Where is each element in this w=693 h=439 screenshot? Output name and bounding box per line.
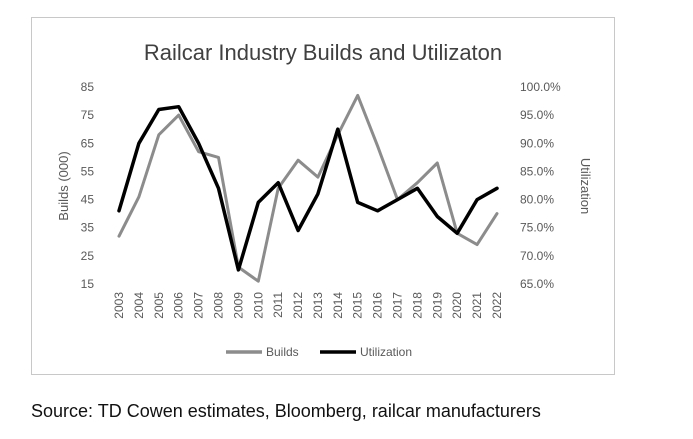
x-tick-label: 2011 — [271, 292, 285, 318]
left-tick-label: 35 — [81, 221, 95, 235]
x-tick-label: 2016 — [371, 292, 385, 319]
right-tick-label: 70.0% — [520, 249, 554, 263]
right-tick-label: 65.0% — [520, 277, 554, 291]
x-tick-label: 2008 — [211, 292, 225, 319]
chart-title: Railcar Industry Builds and Utilizaton — [144, 40, 502, 65]
x-tick-label: 2013 — [311, 292, 325, 319]
series-layer — [117, 93, 499, 283]
x-tick-label: 2006 — [172, 292, 186, 319]
source-caption: Source: TD Cowen estimates, Bloomberg, r… — [31, 401, 541, 421]
x-tick-label: 2009 — [231, 292, 245, 319]
series-line-builds — [117, 93, 499, 283]
legend-label-utilization: Utilization — [360, 345, 412, 359]
x-tick-label: 2012 — [291, 292, 305, 319]
x-tick-labels: 2003 2004 2005 2006 2007 2008 2009 2010 2011 2012… — [112, 292, 504, 319]
left-tick-label: 15 — [81, 277, 95, 291]
x-tick-label: 2004 — [132, 292, 146, 319]
left-tick-label: 65 — [81, 136, 95, 150]
right-tick-label: 100.0% — [520, 80, 561, 94]
x-tick-label: 2014 — [331, 292, 345, 319]
left-tick-label: 75 — [81, 108, 95, 122]
y-axis-label: Builds (000) — [56, 151, 71, 220]
legend-label-builds: Builds — [266, 345, 299, 359]
x-tick-label: 2017 — [391, 292, 405, 319]
x-tick-label: 2018 — [410, 292, 424, 319]
x-tick-label: 2021 — [470, 292, 484, 319]
left-tick-label: 85 — [81, 80, 95, 94]
right-tick-label: 75.0% — [520, 221, 554, 235]
right-tick-label: 80.0% — [520, 193, 554, 207]
right-tick-labels: 100.0% 95.0% 90.0% 85.0% 80.0% 75.0% 70.0% 65.0… — [520, 80, 561, 291]
x-tick-label: 2010 — [251, 292, 265, 319]
right-tick-label: 95.0% — [520, 108, 554, 122]
x-tick-label: 2020 — [450, 292, 464, 319]
left-tick-label: 45 — [81, 193, 95, 207]
x-tick-label: 2015 — [351, 292, 365, 319]
series-line-utilization — [117, 104, 499, 272]
x-tick-label: 2022 — [490, 292, 504, 319]
x-tick-label: 2007 — [192, 292, 206, 319]
x-tick-label: 2019 — [430, 292, 444, 319]
right-tick-label: 85.0% — [520, 164, 554, 178]
right-tick-label: 90.0% — [520, 136, 554, 150]
chart-frame — [31, 17, 615, 375]
x-tick-label: 2005 — [152, 292, 166, 319]
y2-axis-label: Utilization — [578, 158, 593, 214]
left-tick-label: 55 — [81, 164, 95, 178]
left-tick-labels: 85 75 65 55 45 35 25 15 — [81, 80, 95, 291]
x-tick-label: 2003 — [112, 292, 126, 319]
left-tick-label: 25 — [81, 249, 95, 263]
legend: Builds Utilization — [226, 345, 412, 359]
